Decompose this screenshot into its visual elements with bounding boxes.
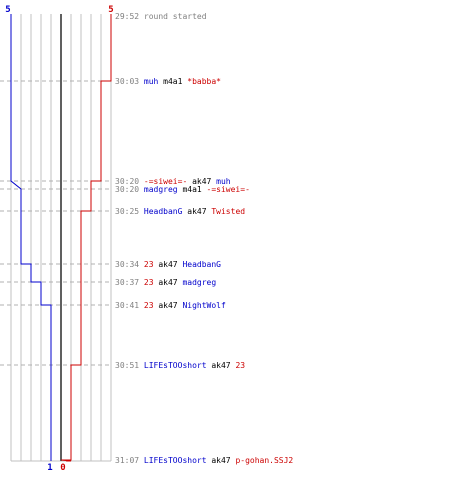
event-row: 30:20 -=siwei=- ak47 muh — [115, 177, 231, 186]
event-player: 23 — [235, 361, 245, 370]
series-lines — [10, 14, 112, 462]
event-weapon: ak47 — [158, 278, 182, 287]
event-time: 31:07 — [115, 456, 144, 465]
event-player: 23 — [144, 260, 158, 269]
event-player: 23 — [144, 301, 158, 310]
event-row: 30:51 LIFEsTOOshort ak47 23 — [115, 361, 245, 370]
event-player: NightWolf — [182, 301, 226, 310]
event-player: madgreg — [144, 185, 183, 194]
event-time: 30:34 — [115, 260, 144, 269]
series-red-end-label: 0 — [60, 463, 65, 473]
event-row: 30:20 madgreg m4a1 -=siwei=- — [115, 185, 250, 194]
event-weapon: m4a1 — [182, 185, 206, 194]
event-player: -=siwei=- — [144, 177, 192, 186]
event-time: 30:25 — [115, 207, 144, 216]
event-time: 30:41 — [115, 301, 144, 310]
event-time: 30:03 — [115, 77, 144, 86]
event-player: HeadbanG — [182, 260, 221, 269]
event-guide-lines — [0, 80, 111, 366]
event-time: 30:51 — [115, 361, 144, 370]
event-row: 29:52 round started — [115, 12, 207, 21]
event-row: 31:07 LIFEsTOOshort ak47 p-gohan.SSJ2 — [115, 456, 293, 465]
event-log: 29:52 round started 30:03 muh m4a1 *babba… — [115, 12, 293, 465]
event-player: Twisted — [211, 207, 245, 216]
event-player: *babba* — [187, 77, 221, 86]
event-weapon: ak47 — [158, 260, 182, 269]
event-player: 23 — [144, 278, 158, 287]
event-weapon: ak47 — [211, 456, 235, 465]
event-player: madgreg — [182, 278, 216, 287]
event-player: LIFEsTOOshort — [144, 361, 211, 370]
series-line-red — [60, 14, 112, 462]
series-red-start-label: 5 — [108, 5, 113, 15]
chart-grid — [10, 14, 112, 462]
event-player: HeadbanG — [144, 207, 187, 216]
event-time: 30:20 — [115, 177, 144, 186]
event-player: LIFEsTOOshort — [144, 456, 211, 465]
series-end-labels: 5 5 1 0 — [5, 5, 113, 473]
event-weapon: ak47 — [158, 301, 182, 310]
event-player: -=siwei=- — [207, 185, 250, 194]
event-row: 30:34 23 ak47 HeadbanG — [115, 260, 221, 269]
event-weapon: ak47 — [187, 207, 211, 216]
series-blue-start-label: 5 — [5, 5, 10, 15]
event-row: 30:41 23 ak47 NightWolf — [115, 301, 226, 310]
event-weapon: ak47 — [211, 361, 235, 370]
event-weapon: m4a1 — [163, 77, 187, 86]
event-time: 29:52 — [115, 12, 144, 21]
event-player: round started — [144, 12, 207, 21]
event-time: 30:37 — [115, 278, 144, 287]
event-row: 30:25 HeadbanG ak47 Twisted — [115, 207, 245, 216]
event-row: 30:03 muh m4a1 *babba* — [115, 77, 221, 86]
event-player: muh — [216, 177, 231, 186]
event-row: 30:37 23 ak47 madgreg — [115, 278, 216, 287]
event-player: p-gohan.SSJ2 — [235, 456, 293, 465]
event-time: 30:20 — [115, 185, 144, 194]
series-blue-end-label: 1 — [47, 463, 52, 473]
event-weapon: ak47 — [192, 177, 216, 186]
series-line-blue — [10, 14, 52, 461]
event-player: muh — [144, 77, 163, 86]
